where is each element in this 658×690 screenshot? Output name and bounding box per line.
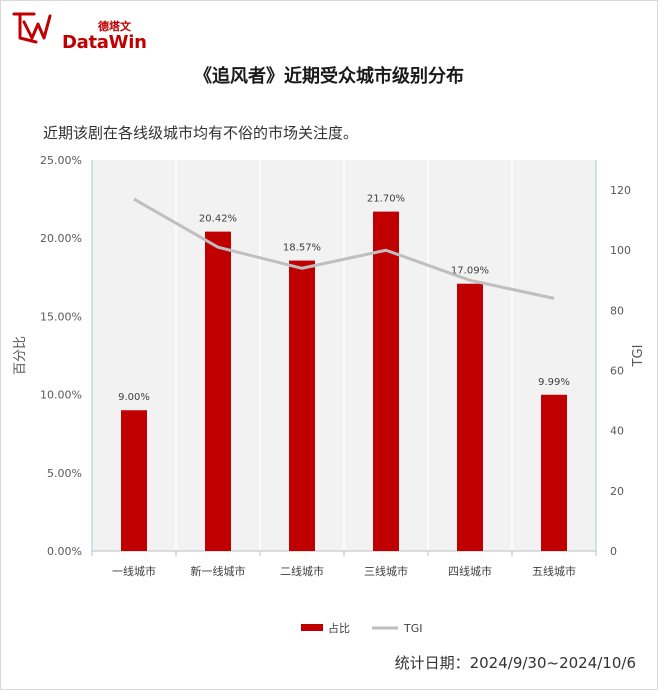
- brand-name-zh: 德塔文: [98, 20, 131, 33]
- chart-title: 《追风者》近期受众城市级别分布: [194, 66, 464, 87]
- date-range: 统计日期：2024/9/30~2024/10/6: [394, 654, 636, 672]
- datawin-logo-icon: [12, 12, 52, 44]
- datawin-logo: 德塔文 DataWin: [10, 8, 150, 53]
- brand-name-en: DataWin: [62, 32, 147, 53]
- chart-note: 近期该剧在各线级城市均有不俗的市场关注度。: [43, 124, 359, 142]
